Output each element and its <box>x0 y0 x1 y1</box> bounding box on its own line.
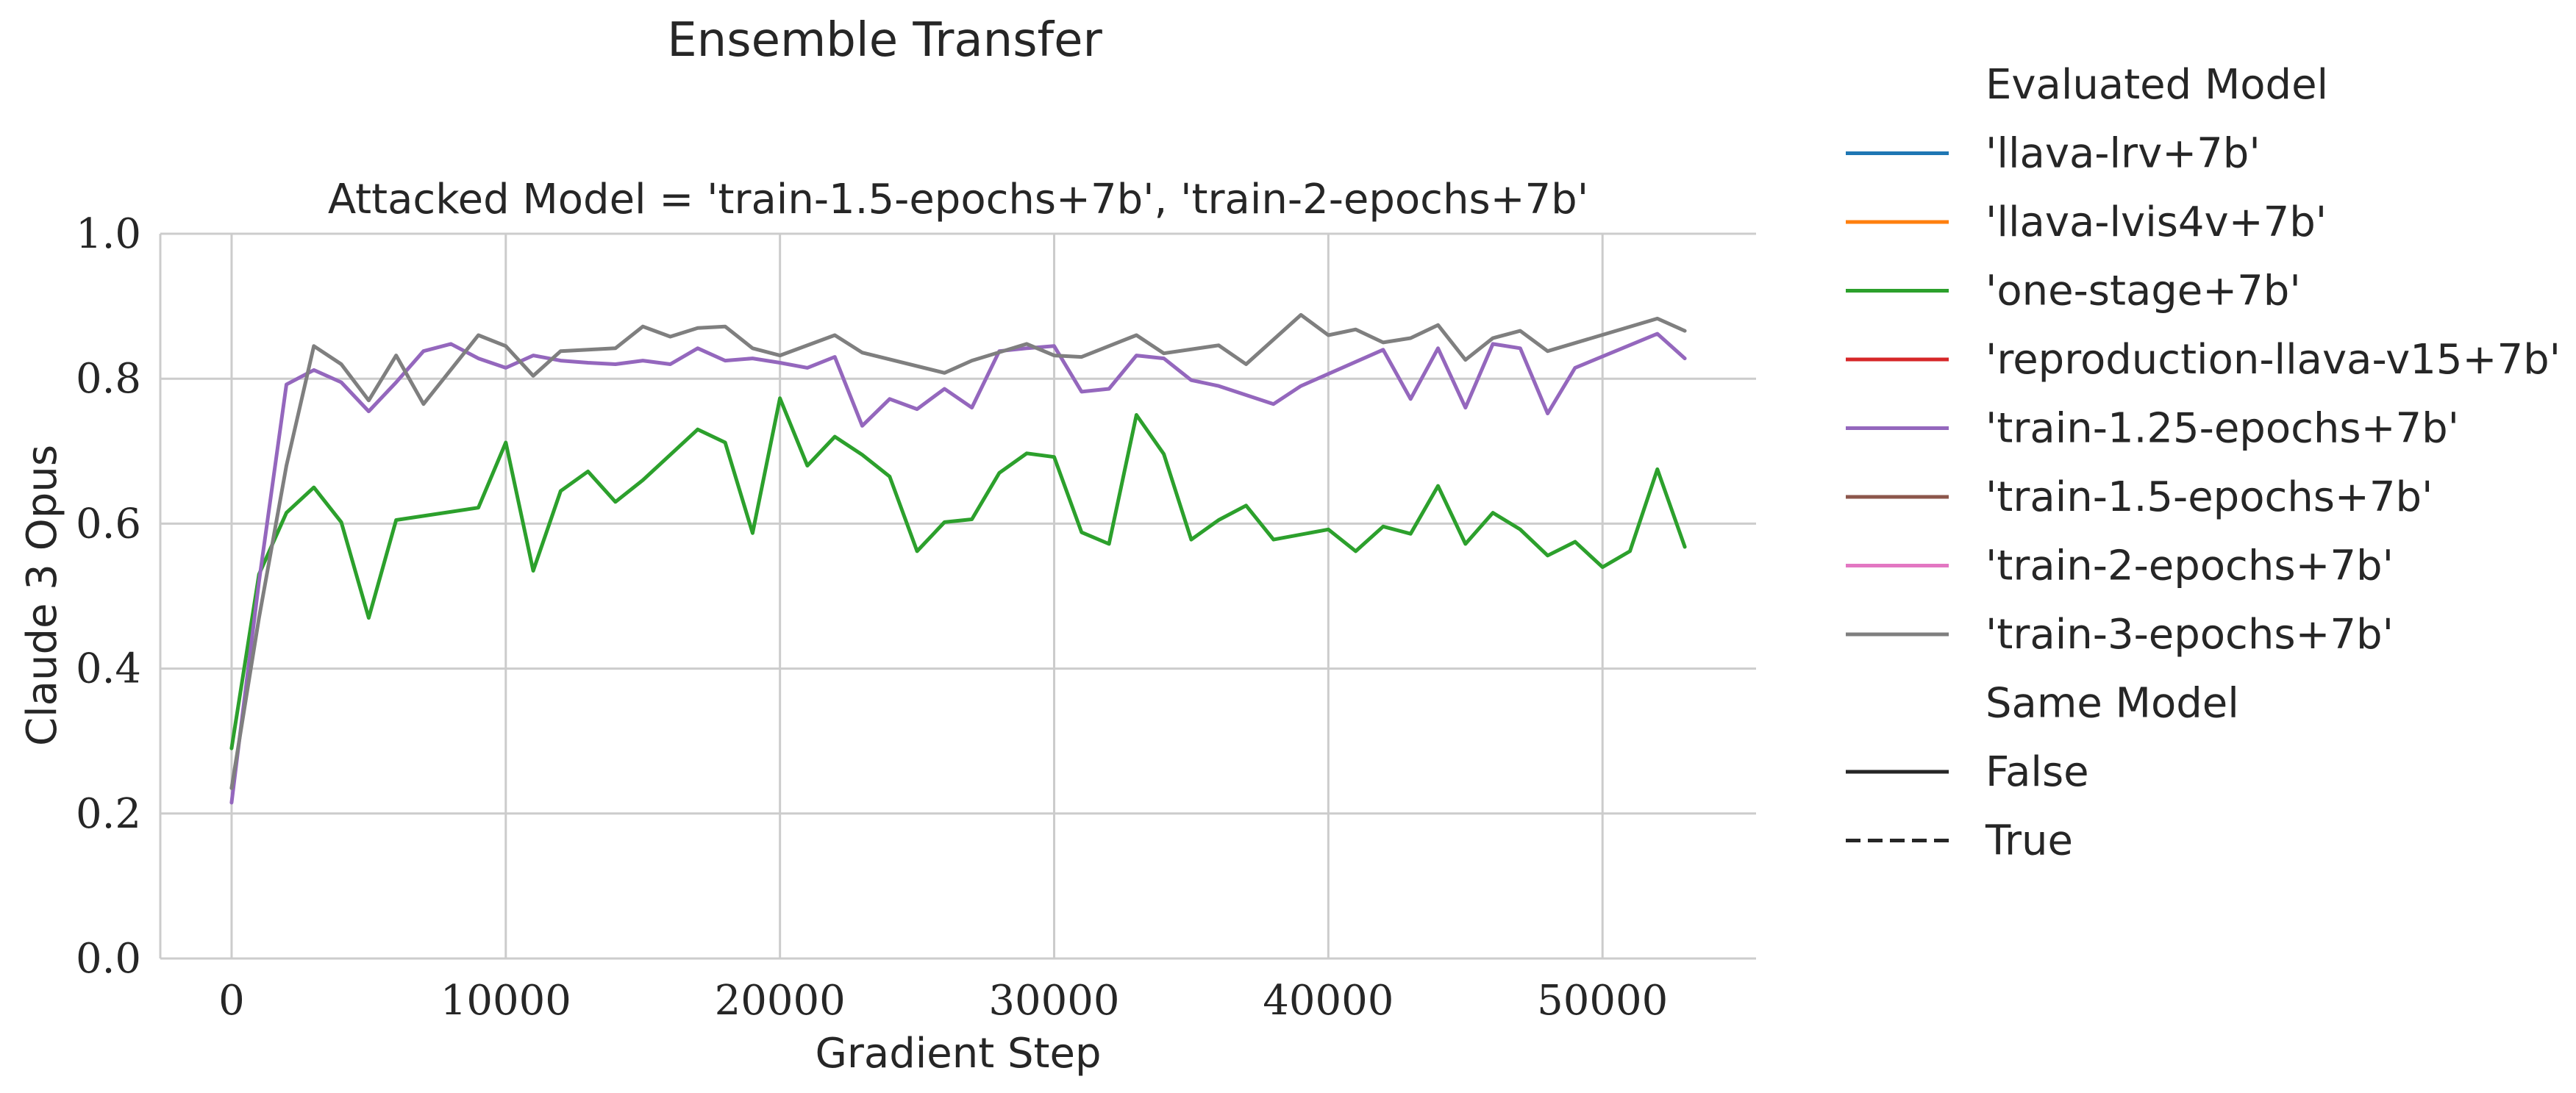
legend-entry: 'train-1.5-epochs+7b' <box>1985 473 2433 521</box>
x-tick-label: 50000 <box>1537 977 1668 1025</box>
legend-entry: 'one-stage+7b' <box>1985 268 2301 315</box>
legend-style-title: Same Model <box>1985 680 2239 728</box>
series-lines <box>229 312 1687 805</box>
legend-entry: 'llava-lvis4v+7b' <box>1985 198 2327 246</box>
series-line <box>229 396 1687 750</box>
legend-entry: 'llava-lrv+7b' <box>1985 130 2261 178</box>
y-tick-label: 1.0 <box>76 210 141 258</box>
series-line <box>229 312 1687 790</box>
tick-labels: 0.0 0.2 0.4 0.6 0.8 1.0 0 10000 20000 30000 40000 5… <box>76 210 1668 1025</box>
y-axis-label: Claude 3 Opus <box>18 445 66 746</box>
legend-entry: 'train-2-epochs+7b' <box>1985 542 2394 590</box>
x-tick-label: 30000 <box>988 977 1119 1025</box>
x-tick-label: 10000 <box>440 977 571 1025</box>
chart-title: Ensemble Transfer <box>667 13 1102 68</box>
y-tick-label: 0.6 <box>76 500 141 548</box>
legend-style-entry: True <box>1985 817 2073 865</box>
legend-entry: 'train-3-epochs+7b' <box>1985 611 2394 659</box>
y-tick-label: 0.8 <box>76 355 141 403</box>
legend: Evaluated Model 'llava-lrv+7b' 'llava-lvis… <box>1846 61 2561 865</box>
chart-subtitle: Attacked Model = 'train-1.5-epochs+7b', … <box>328 176 1588 223</box>
legend-style-entry: False <box>1985 748 2089 796</box>
axes <box>159 234 1756 960</box>
legend-title: Evaluated Model <box>1985 61 2328 109</box>
legend-entry: 'reproduction-llava-v15+7b' <box>1985 336 2561 384</box>
series-line <box>229 332 1687 805</box>
y-tick-label: 0.0 <box>76 935 141 983</box>
x-tick-label: 20000 <box>715 977 846 1025</box>
legend-entry: 'train-1.25-epochs+7b' <box>1985 405 2459 453</box>
x-tick-label: 0 <box>218 977 245 1025</box>
x-axis-label: Gradient Step <box>815 1030 1101 1078</box>
grid-lines <box>160 232 1756 958</box>
y-tick-label: 0.4 <box>76 645 141 693</box>
x-tick-label: 40000 <box>1263 977 1394 1025</box>
y-tick-label: 0.2 <box>76 790 141 838</box>
